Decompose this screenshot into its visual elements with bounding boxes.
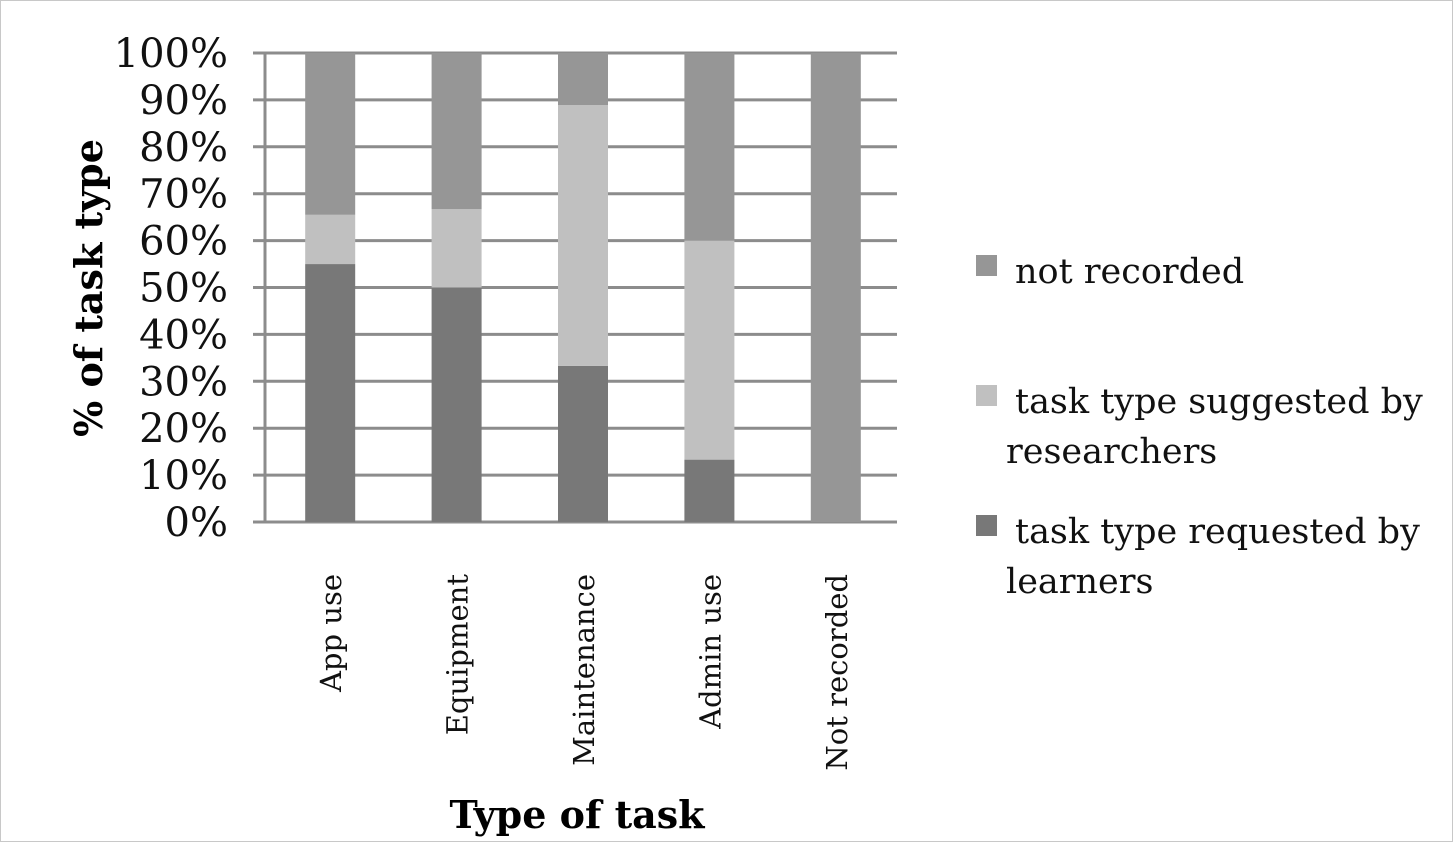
- y-tick-label: 20%: [139, 406, 228, 452]
- x-axis-title: Type of task: [450, 792, 706, 837]
- legend-label-line: task type suggested by: [1015, 382, 1423, 422]
- bar-segment: [684, 53, 735, 241]
- bar-segment: [431, 53, 482, 210]
- y-tick-label: 90%: [139, 78, 228, 124]
- x-category-label: Equipment: [441, 574, 475, 736]
- y-tick-label: 60%: [139, 219, 228, 265]
- bar-segment: [305, 214, 356, 265]
- bar-segment: [305, 264, 356, 522]
- y-tick-label: 30%: [139, 359, 228, 405]
- y-axis-tick-labels: 0%10%20%30%40%50%60%70%80%90%100%: [114, 31, 228, 546]
- x-category-label: App use: [314, 574, 348, 693]
- bar-segment: [558, 53, 608, 106]
- legend-label-line: learners: [1006, 562, 1153, 602]
- x-category-label: Admin use: [693, 574, 727, 730]
- legend-swatch: [976, 515, 997, 536]
- bars: [305, 53, 861, 522]
- bar-segment: [558, 105, 608, 366]
- legend-label-line: not recorded: [1015, 252, 1244, 292]
- y-axis-title: % of task type: [66, 139, 111, 437]
- y-tick-label: 0%: [165, 500, 228, 546]
- legend-label: task type suggested by researchers: [1006, 382, 1423, 472]
- y-tick-label: 80%: [139, 125, 228, 171]
- x-category-label: Not recorded: [820, 574, 854, 771]
- legend-label: not recorded: [1015, 252, 1244, 292]
- bar-segment: [684, 459, 735, 522]
- legend: not recorded task type suggested by resear…: [976, 252, 1423, 602]
- y-tick-label: 100%: [114, 31, 228, 77]
- y-tick-label: 10%: [139, 453, 228, 499]
- y-tick-label: 50%: [139, 266, 228, 312]
- x-category-label: Maintenance: [567, 574, 601, 766]
- y-tick-label: 70%: [139, 172, 228, 218]
- bar-segment: [684, 240, 735, 460]
- legend-swatch: [976, 385, 997, 406]
- legend-label-line: task type requested by: [1015, 512, 1420, 552]
- legend-label-line: researchers: [1006, 432, 1217, 472]
- bar-segment: [431, 287, 482, 522]
- x-axis-category-labels: App use Equipment Maintenance Admin use Not …: [314, 574, 854, 771]
- bar-segment: [305, 53, 356, 215]
- legend-swatch: [976, 255, 997, 276]
- bar-segment: [810, 53, 861, 522]
- legend-label: task type requested by learners: [1006, 512, 1420, 602]
- bar-segment: [558, 365, 608, 522]
- bar-segment: [431, 209, 482, 288]
- y-tick-label: 40%: [139, 312, 228, 358]
